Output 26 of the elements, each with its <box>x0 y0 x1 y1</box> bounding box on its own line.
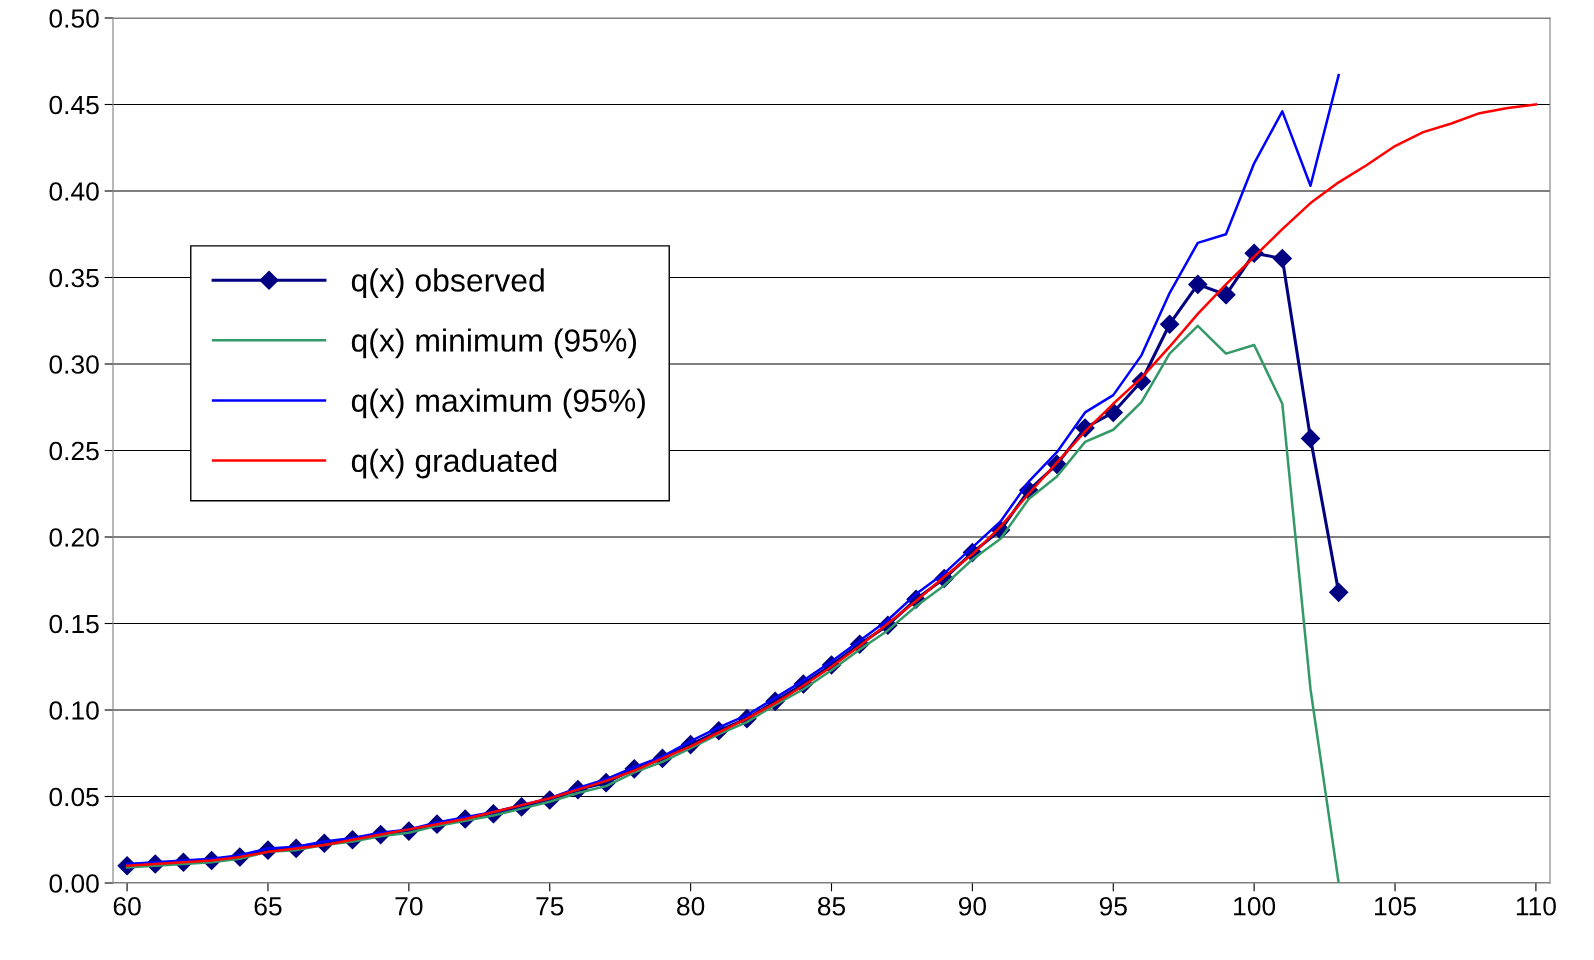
y-tick-label: 0.50 <box>49 9 99 28</box>
x-tick-label: 100 <box>1234 896 1276 916</box>
x-tick-label: 60 <box>113 896 141 916</box>
legend-label: q(x) observed <box>351 268 544 299</box>
legend-label: q(x) graduated <box>351 448 557 479</box>
x-tick-label: 85 <box>817 896 846 916</box>
y-tick-label: 0.05 <box>49 787 99 807</box>
y-tick-label: 0.00 <box>49 874 99 893</box>
x-tick-label: 105 <box>1375 896 1416 916</box>
y-tick-label: 0.30 <box>49 355 99 374</box>
legend-label: q(x) maximum (95%) <box>351 388 645 419</box>
legend-label: q(x) minimum (95%) <box>351 328 637 359</box>
y-tick-label: 0.45 <box>49 95 99 115</box>
x-tick-label: 90 <box>958 896 987 916</box>
x-tick-label: 75 <box>536 897 564 916</box>
y-tick-label: 0.15 <box>49 614 99 634</box>
y-tick-label: 0.40 <box>49 182 99 201</box>
y-tick-label: 0.10 <box>49 701 99 720</box>
y-tick-label: 0.35 <box>49 268 99 288</box>
y-tick-label: 0.20 <box>49 528 99 547</box>
x-tick-label: 65 <box>254 896 282 916</box>
x-tick-label: 95 <box>1099 896 1127 916</box>
x-tick-label: 110 <box>1516 896 1556 916</box>
y-tick-label: 0.25 <box>49 441 99 461</box>
x-tick-label: 70 <box>395 896 423 916</box>
x-tick-label: 80 <box>677 896 705 916</box>
